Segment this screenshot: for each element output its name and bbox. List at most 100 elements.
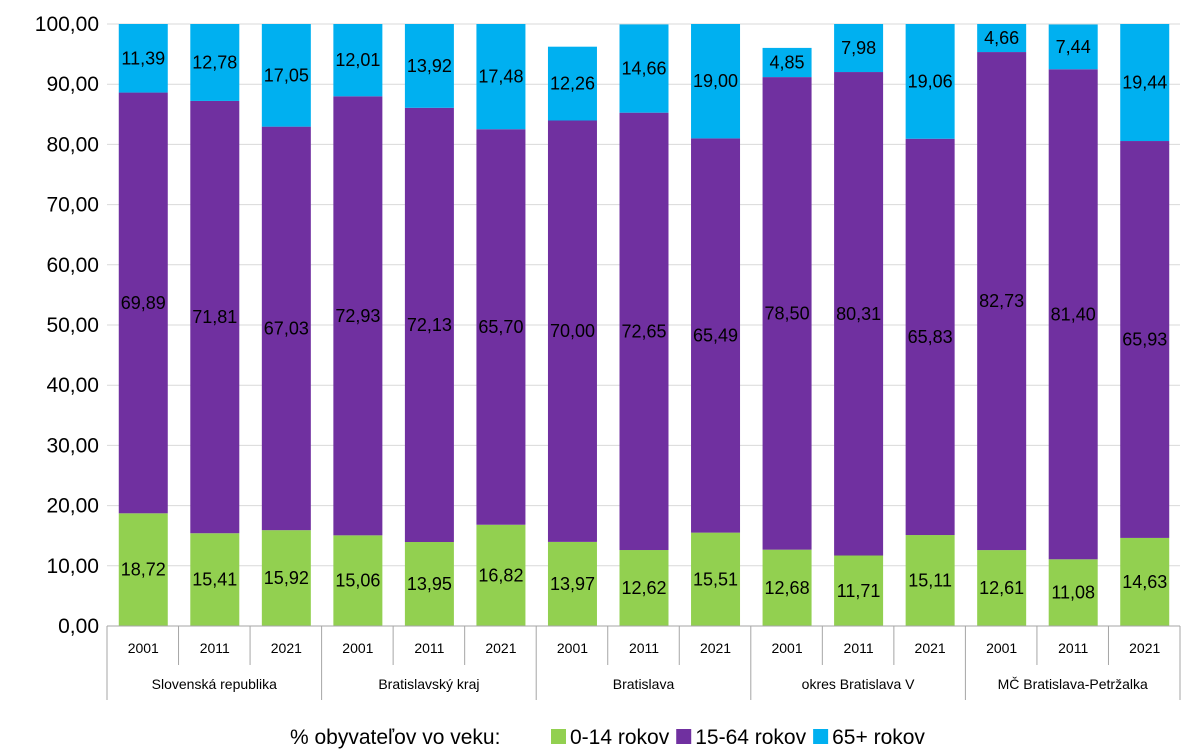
data-label: 14,66 <box>621 59 666 79</box>
bar-segment <box>547 120 597 542</box>
y-tick-label: 70,00 <box>46 194 99 217</box>
bar-segment <box>1048 69 1098 560</box>
data-label: 65,70 <box>478 317 523 337</box>
data-label: 12,26 <box>550 74 595 94</box>
y-axis: 0,00 10,00 20,00 30,00 40,00 50,00 60,00 70,00 8… <box>35 13 99 638</box>
data-label: 15,11 <box>908 571 952 591</box>
data-label: 12,68 <box>765 578 810 598</box>
bar-segment <box>691 532 741 626</box>
data-label: 15,92 <box>264 568 309 588</box>
x-tick-label: 2011 <box>844 640 874 656</box>
data-label: 7,44 <box>1056 37 1091 57</box>
data-label: 19,44 <box>1122 73 1167 93</box>
data-label: 17,05 <box>264 65 309 85</box>
bar-segment <box>762 77 812 550</box>
x-tick-label: 2021 <box>700 640 731 656</box>
x-tick-label: 2011 <box>414 640 444 656</box>
data-label: 72,13 <box>407 315 452 335</box>
bar-segment <box>190 100 240 534</box>
y-tick-label: 30,00 <box>46 434 99 457</box>
data-label: 11,08 <box>1051 583 1095 603</box>
x-tick-label: 2021 <box>1129 640 1160 656</box>
data-label: 65,83 <box>908 327 953 347</box>
bar-segment <box>691 24 741 139</box>
x-group-label: okres Bratislava V <box>802 676 915 692</box>
bar-segment <box>762 47 812 78</box>
bar-segment <box>1048 24 1098 70</box>
bar-segment <box>261 530 311 626</box>
x-group-label: Bratislava <box>613 676 675 692</box>
data-label: 15,41 <box>192 570 237 590</box>
x-tick-label: 2001 <box>557 640 588 656</box>
data-label: 82,73 <box>979 291 1024 311</box>
bar-segment <box>1048 559 1098 626</box>
data-label: 12,62 <box>621 578 666 598</box>
legend-entry: 65+ rokov <box>832 726 925 749</box>
y-tick-label: 90,00 <box>46 73 99 96</box>
data-label: 70,00 <box>550 321 595 341</box>
data-label: 4,66 <box>984 28 1019 48</box>
data-label: 65,49 <box>693 326 738 346</box>
bar-segment <box>905 535 955 626</box>
bar-segment <box>547 541 597 626</box>
bar-segment <box>905 24 955 139</box>
data-label: 69,89 <box>121 293 166 313</box>
data-label: 15,06 <box>335 571 380 591</box>
y-tick-label: 50,00 <box>46 314 99 337</box>
y-tick-label: 100,00 <box>35 13 99 36</box>
x-tick-label: 2021 <box>915 640 946 656</box>
bar-segment <box>333 535 383 626</box>
bar-segment <box>118 24 168 93</box>
data-label: 16,82 <box>478 565 523 585</box>
bar-segment <box>977 24 1027 53</box>
data-label: 7,98 <box>841 38 876 58</box>
data-label: 13,97 <box>550 574 595 594</box>
x-group-label: Bratislavský kraj <box>378 676 479 692</box>
y-tick-label: 20,00 <box>46 495 99 518</box>
bar-segment <box>404 107 454 543</box>
legend-swatch <box>551 729 566 744</box>
bar-segment <box>619 24 669 113</box>
bar-segment <box>619 112 669 551</box>
data-label: 12,61 <box>979 578 1024 598</box>
bar-segment <box>834 72 884 556</box>
bar-segment <box>118 513 168 626</box>
bar-segment <box>333 96 383 536</box>
bars: 18,72 69,89 11,39 15,41 71,81 12,78 15,92 67,03… <box>118 24 1170 626</box>
bar-segment <box>834 555 884 626</box>
bar-segment <box>261 126 311 531</box>
data-label: 71,81 <box>192 307 237 327</box>
bar-segment <box>476 24 526 130</box>
data-label: 19,00 <box>693 71 738 91</box>
bar-segment <box>977 52 1027 551</box>
data-label: 19,06 <box>908 71 953 91</box>
bar-segment <box>1120 537 1170 626</box>
bar-segment <box>619 550 669 626</box>
x-axis: 2001 2011 2021 Slovenská republika 2001 2011 2… <box>106 625 1181 700</box>
data-label: 18,72 <box>121 560 166 580</box>
data-label: 72,93 <box>335 306 380 326</box>
bar-segment <box>404 542 454 626</box>
y-tick-label: 0,00 <box>58 615 99 638</box>
x-tick-label: 2011 <box>200 640 230 656</box>
data-label: 78,50 <box>765 303 810 323</box>
x-tick-label: 2021 <box>485 640 516 656</box>
x-tick-label: 2001 <box>128 640 159 656</box>
bar-segment <box>1120 24 1170 142</box>
legend: % obyvateľov vo veku: 0-14 rokov 15-64 ro… <box>290 726 925 749</box>
bar-segment <box>190 24 240 101</box>
legend-title: % obyvateľov vo veku: <box>290 726 500 749</box>
legend-swatch <box>813 729 829 744</box>
bar-segment <box>905 138 955 536</box>
bar-segment <box>1120 141 1170 538</box>
data-label: 13,95 <box>407 574 452 594</box>
bar-segment <box>333 24 383 97</box>
data-label: 67,03 <box>264 318 309 338</box>
bar-segment <box>977 550 1027 626</box>
data-label: 13,92 <box>407 56 452 76</box>
bar-segment <box>547 46 597 121</box>
bar-segment <box>691 138 741 533</box>
legend-entry: 0-14 rokov <box>570 726 670 749</box>
bar-segment <box>118 92 168 514</box>
